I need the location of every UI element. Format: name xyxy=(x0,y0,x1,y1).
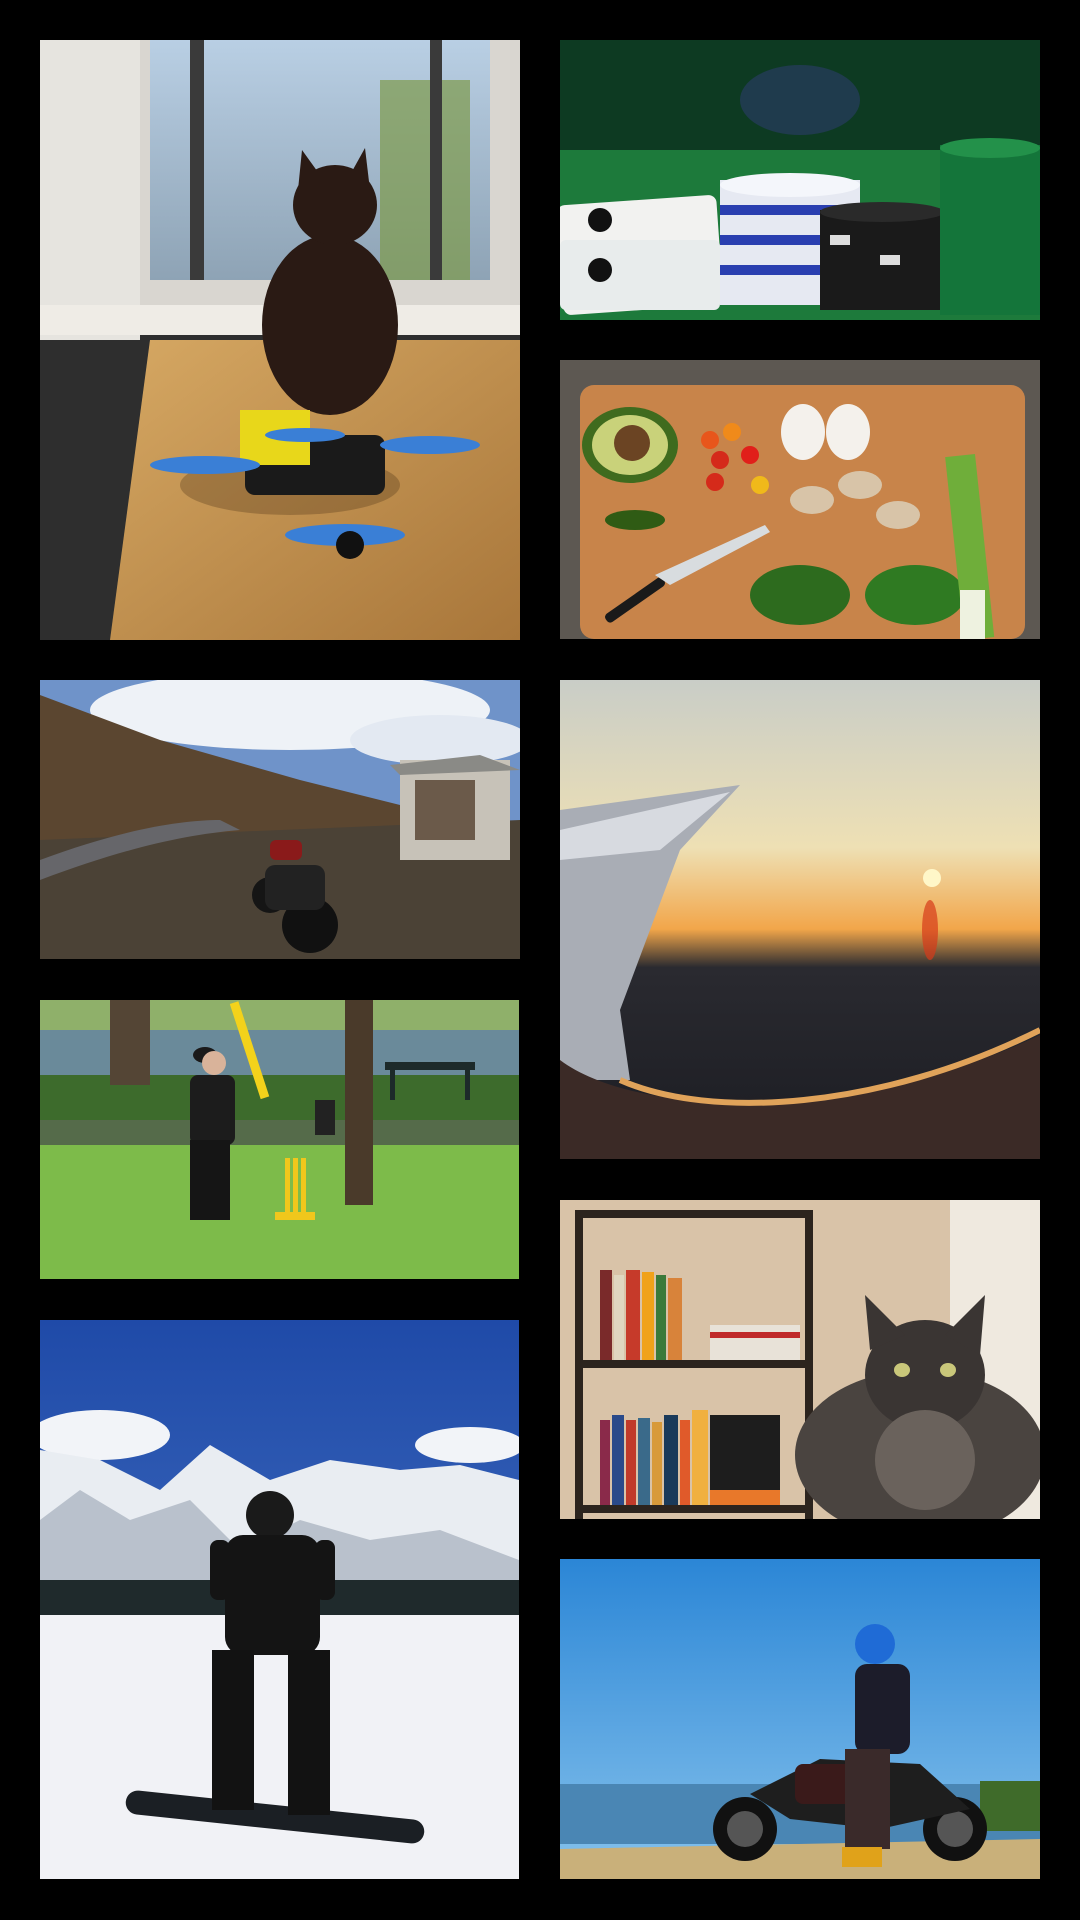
photo-image xyxy=(40,680,520,959)
photo-cricket-park[interactable] xyxy=(40,1000,519,1279)
photo-poker-chips[interactable] xyxy=(560,40,1040,320)
photo-motorcycle-road[interactable] xyxy=(40,680,520,959)
photo-image xyxy=(560,40,1040,320)
photo-image xyxy=(560,1559,1040,1879)
photo-cutting-board[interactable] xyxy=(560,360,1040,639)
photo-image xyxy=(560,360,1040,639)
photo-drone-cat[interactable] xyxy=(40,40,520,640)
photo-motorcycle-beach[interactable] xyxy=(560,1559,1040,1879)
photo-cat-bookshelf[interactable] xyxy=(560,1200,1040,1519)
photo-image xyxy=(560,680,1040,1159)
photo-image xyxy=(40,1000,519,1279)
photo-airplane-sunset[interactable] xyxy=(560,680,1040,1159)
photo-image xyxy=(40,40,520,640)
photo-image xyxy=(560,1200,1040,1519)
photo-image xyxy=(40,1320,519,1879)
photo-snowboard-mountains[interactable] xyxy=(40,1320,519,1879)
